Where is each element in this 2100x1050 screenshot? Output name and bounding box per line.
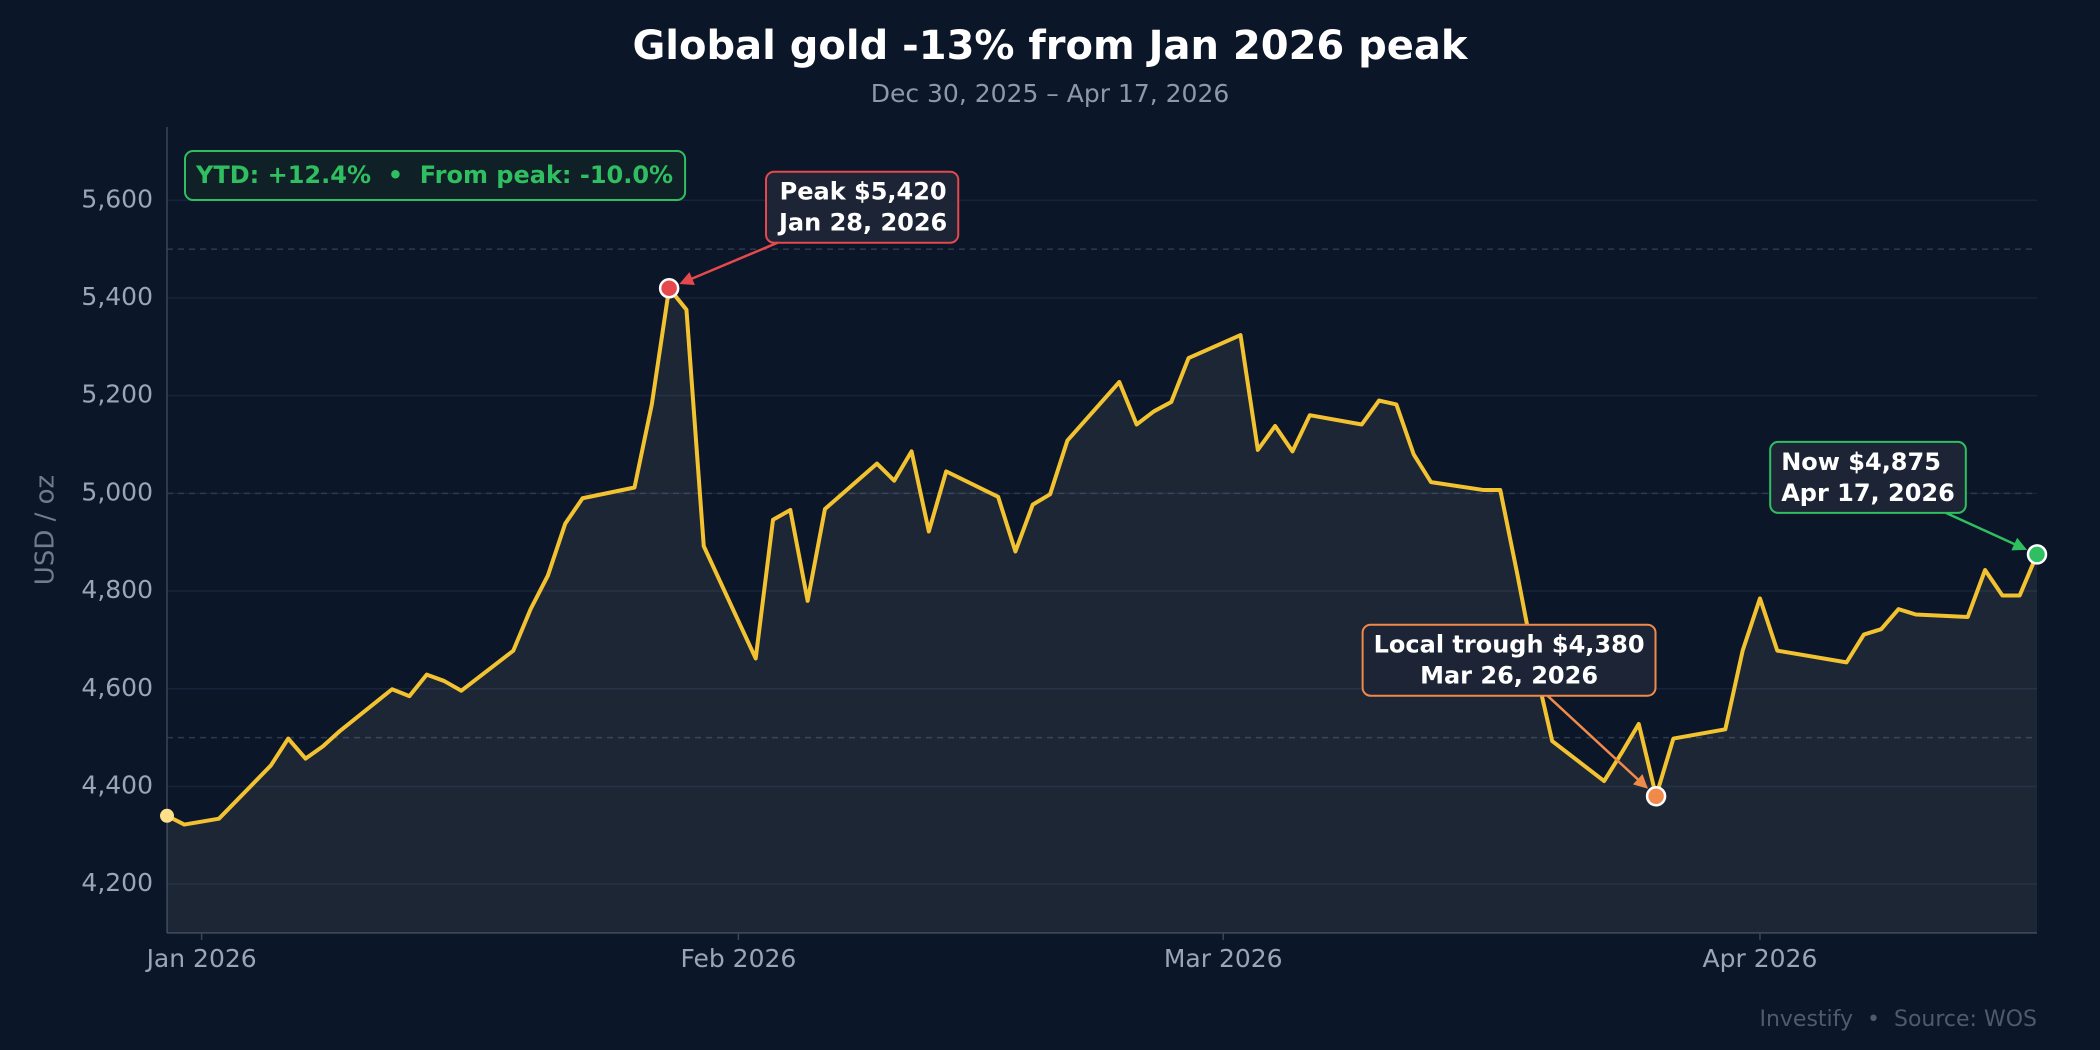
stats-text: YTD: +12.4% • From peak: -10.0% <box>195 161 673 189</box>
annotation: Local trough $4,380 Mar 26, 2026 <box>1361 623 1667 807</box>
annotation: Peak $5,420 Jan 28, 2026 <box>658 170 960 299</box>
annotation-text: Mar 26, 2026 <box>1420 662 1598 690</box>
annotation-text: Peak $5,420 <box>780 178 947 206</box>
area-fill <box>167 288 2037 933</box>
y-tick-label: 5,600 <box>81 184 153 213</box>
chart-title: Global gold -13% from Jan 2026 peak <box>632 23 1468 69</box>
stats-box-frame <box>184 150 687 201</box>
y-tick-label: 4,200 <box>81 868 153 897</box>
x-tick-label: Mar 2026 <box>1164 944 1283 973</box>
arrow-head <box>2011 537 2027 551</box>
annotation-point <box>658 277 680 299</box>
footer: Investify • Source: WOS <box>1759 1007 2037 1032</box>
annotation-text: Local trough $4,380 <box>1374 631 1645 659</box>
annotation-arrow <box>1945 511 2021 548</box>
arrow-head <box>1632 774 1648 789</box>
x-tick-label: Feb 2026 <box>680 944 796 973</box>
y-tick-label: 5,000 <box>81 477 153 506</box>
y-tick-label: 5,400 <box>81 282 153 311</box>
y-tick-label: 5,200 <box>81 380 153 409</box>
stats-box: YTD: +12.4% • From peak: -10.0% <box>184 150 687 201</box>
annotation-arrow <box>686 241 779 282</box>
start-point <box>160 808 174 823</box>
annotation-box <box>1361 623 1657 697</box>
annotation-text: Apr 17, 2026 <box>1781 479 1955 507</box>
price-line <box>166 286 2039 827</box>
annotation-point <box>1645 785 1667 807</box>
annotation-text: Jan 28, 2026 <box>777 209 947 237</box>
chart-subtitle: Dec 30, 2025 – Apr 17, 2026 <box>871 79 1230 108</box>
y-axis-label: USD / oz <box>31 475 61 585</box>
y-tick-label: 4,800 <box>81 575 153 604</box>
annotation-box <box>765 170 960 244</box>
y-tick-label: 4,600 <box>81 673 153 702</box>
annotation-point <box>2026 544 2048 565</box>
y-tick-label: 4,400 <box>81 770 153 799</box>
annotation-arrow <box>1546 694 1643 785</box>
annotation-text: Now $4,875 <box>1781 448 1941 476</box>
arrow-head <box>679 272 695 285</box>
x-tick-label: Jan 2026 <box>145 944 257 973</box>
x-tick-label: Apr 2026 <box>1703 944 1818 973</box>
annotation: Now $4,875 Apr 17, 2026 <box>1769 440 2048 565</box>
annotation-box <box>1769 440 1967 514</box>
